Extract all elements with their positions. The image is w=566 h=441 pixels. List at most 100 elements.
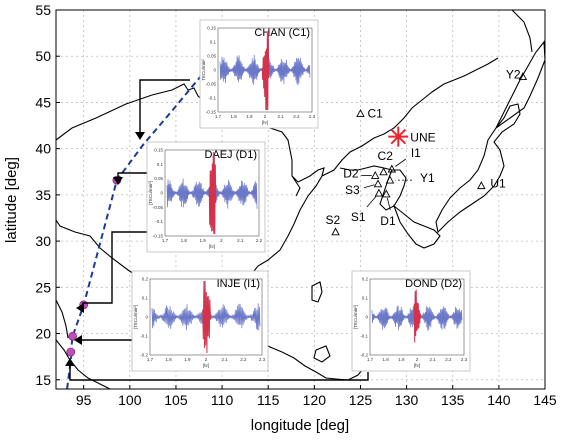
inset-y-label: [TECu/min²] (133, 305, 138, 329)
inset-x-tick: 2 (264, 114, 267, 119)
coastline-indochina (56, 299, 111, 389)
inset-trace-highlight (261, 29, 270, 111)
station-label-y1: Y1 (420, 171, 435, 185)
inset-y-tick: -0.2 (360, 353, 368, 358)
station-label-d1: D1 (380, 214, 396, 228)
sip-point-3 (68, 331, 78, 341)
station-label-s1: S1 (351, 210, 366, 224)
connector-arrowhead-3 (76, 303, 84, 313)
station-pointer-s1 (366, 196, 377, 208)
inset-y-tick: 0 (213, 68, 216, 73)
station-marker-d2 (370, 171, 380, 179)
connector-arrow-3 (82, 231, 160, 304)
inset-y-tick: -0.05 (206, 82, 217, 87)
inset-x-tick: 2 (220, 238, 223, 243)
inset-y-tick: -0.15 (153, 234, 164, 239)
inset-y-tick: 0.1 (157, 162, 164, 167)
station-marker-y2 (518, 72, 528, 81)
station-marker-s3 (373, 179, 383, 188)
station-marker-s1 (374, 188, 384, 197)
inset-y-tick: 0 (160, 191, 163, 196)
x-tick-label: 105 (164, 392, 188, 408)
coastline-japan (392, 10, 545, 249)
station-label-c2: C2 (378, 149, 394, 163)
station-pointer-i1 (395, 158, 407, 167)
y-tick-label: 25 (35, 279, 51, 295)
inset-x-tick: 2.3 (259, 357, 266, 362)
inset-x-label: [hr] (414, 363, 421, 368)
station-label-i1: I1 (411, 146, 421, 160)
inset-x-tick: 2.1 (237, 238, 244, 243)
inset-x-tick: 2.3 (309, 114, 316, 119)
station-marker-y1 (385, 175, 395, 184)
y-tick-label: 15 (35, 372, 51, 388)
connector-arrowhead-1 (135, 132, 145, 140)
inset-y-label: [TECu/min²] (148, 181, 153, 205)
x-tick-label: 115 (257, 392, 280, 408)
inset-title: DAEJ (D1) (204, 149, 257, 161)
station-label-s2: S2 (326, 213, 341, 227)
inset-x-tick: 1.9 (184, 357, 191, 362)
inset-y-tick: -0.1 (140, 334, 148, 339)
y-tick-label: 35 (35, 187, 51, 203)
x-axis-label: longitude [deg] (251, 417, 349, 434)
inset-y-tick: 0.05 (207, 54, 216, 59)
station-marker-c2 (379, 167, 388, 176)
station-label-s3: S3 (345, 183, 360, 197)
inset-2: DAEJ (D1) 1.7 1.8 1.9 2 2.1 2.2 0.15 0.1 0.05 0 -0.… (146, 141, 266, 253)
inset-x-tick: 2 (205, 357, 208, 362)
inset-x-tick: 2.2 (256, 238, 263, 243)
x-tick-label: 135 (441, 392, 465, 408)
event-star-ray (390, 128, 407, 145)
inset-y-tick: -0.05 (153, 205, 164, 210)
inset-x-tick: 1.8 (181, 238, 188, 243)
inset-x-tick: 1.7 (147, 357, 154, 362)
inset-x-tick: 1.8 (383, 357, 390, 362)
inset-title: INJE (I1) (217, 278, 260, 290)
y-tick-label: 20 (35, 326, 51, 342)
inset-axes-frame (149, 278, 263, 356)
inset-y-tick: -0.1 (208, 96, 216, 101)
inset-x-tick: 1.9 (246, 114, 253, 119)
connector-arrow-1 (139, 79, 190, 136)
inset-trace-highlight (202, 280, 211, 354)
station-marker-s2 (331, 227, 340, 236)
y-tick-label: 45 (35, 94, 51, 110)
inset-y-tick: 0.1 (142, 296, 149, 301)
inset-y-tick: 0.05 (154, 176, 163, 181)
x-tick-label: 110 (211, 392, 234, 408)
inset-x-label: [hr] (209, 244, 216, 249)
inset-y-tick: 0.2 (362, 277, 369, 282)
inset-axes-frame (217, 27, 313, 113)
inset-title: DOND (D2) (405, 278, 462, 290)
inset-x-tick: 2 (416, 357, 419, 362)
inset-x-tick: 2.2 (445, 357, 452, 362)
x-tick-label: 125 (349, 392, 373, 408)
inset-x-tick: 1.8 (166, 357, 173, 362)
inset-y-label: [TECu/min²] (353, 305, 358, 329)
inset-x-tick: 2.2 (293, 114, 300, 119)
x-tick-label: 140 (487, 392, 511, 408)
station-label-c1: C1 (367, 107, 383, 121)
inset-trace-highlight (208, 151, 217, 235)
x-tick-label: 100 (118, 392, 142, 408)
inset-x-tick: 1.7 (367, 357, 374, 362)
plot-frame (55, 9, 546, 390)
y-axis-label: latitude [deg] (3, 157, 20, 243)
inset-y-tick: 0.1 (362, 296, 369, 301)
station-marker-i1 (387, 164, 397, 173)
x-tick-label: 95 (76, 392, 92, 408)
connector-arrowhead-5 (65, 358, 75, 366)
inset-y-tick: 0.15 (154, 148, 163, 153)
ground-track-tail (66, 352, 73, 390)
inset-x-tick: 1.9 (199, 238, 206, 243)
inset-x-label: [hr] (262, 120, 269, 125)
inset-x-tick: 1.7 (215, 114, 222, 119)
station-label-y2: Y2 (506, 68, 521, 82)
event-label: UNE (410, 131, 435, 145)
inset-x-tick: 2.2 (240, 357, 247, 362)
sip-point-4 (66, 347, 76, 357)
inset-4: DOND (D2) 1.7 1.8 1.9 2 2.1 2.2 2.3 0.2 0.1 0 -0.1 -… (351, 270, 471, 372)
inset-x-tick: 2.1 (222, 357, 229, 362)
coastline-taiwan (311, 281, 323, 303)
